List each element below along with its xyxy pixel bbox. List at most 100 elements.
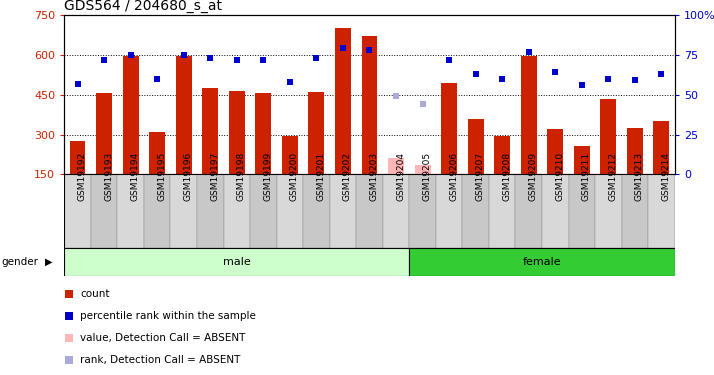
Text: gender: gender xyxy=(1,256,39,267)
Text: GSM19203: GSM19203 xyxy=(370,152,378,201)
Point xyxy=(363,47,376,53)
Text: GSM19214: GSM19214 xyxy=(661,152,670,201)
Point xyxy=(151,76,163,82)
Text: ▶: ▶ xyxy=(45,256,53,267)
Point xyxy=(64,335,75,341)
Text: GSM19200: GSM19200 xyxy=(290,152,299,201)
Bar xyxy=(276,174,303,248)
Text: GSM19211: GSM19211 xyxy=(582,152,590,201)
Text: GSM19206: GSM19206 xyxy=(449,152,458,201)
Bar xyxy=(356,174,383,248)
Point xyxy=(64,313,75,319)
Point xyxy=(629,77,640,83)
Text: GSM19209: GSM19209 xyxy=(529,152,538,201)
Point xyxy=(603,76,614,82)
Text: percentile rank within the sample: percentile rank within the sample xyxy=(81,311,256,321)
Bar xyxy=(335,28,351,174)
Bar xyxy=(64,248,409,276)
Bar xyxy=(627,128,643,174)
Bar xyxy=(123,56,139,174)
Text: GSM19213: GSM19213 xyxy=(635,152,644,201)
Bar xyxy=(415,165,431,174)
Bar xyxy=(149,132,165,174)
Text: GSM19210: GSM19210 xyxy=(555,152,564,201)
Bar xyxy=(282,136,298,174)
Point xyxy=(64,291,75,297)
Bar xyxy=(197,174,223,248)
Point xyxy=(550,69,561,75)
Text: GSM19199: GSM19199 xyxy=(263,152,272,201)
Point xyxy=(496,76,508,82)
Text: GSM19196: GSM19196 xyxy=(183,152,193,201)
Text: GSM19194: GSM19194 xyxy=(131,152,140,201)
Text: GSM19205: GSM19205 xyxy=(423,152,431,201)
Bar xyxy=(361,36,378,174)
Bar xyxy=(383,174,409,248)
Bar xyxy=(202,88,218,174)
Bar xyxy=(117,174,144,248)
Point xyxy=(231,57,243,63)
Point xyxy=(125,52,136,58)
Text: GSM19202: GSM19202 xyxy=(343,152,352,201)
Bar xyxy=(308,92,324,174)
Point xyxy=(178,52,189,58)
Bar xyxy=(228,91,245,174)
Bar xyxy=(96,93,112,174)
Bar xyxy=(303,174,330,248)
Point xyxy=(391,93,402,99)
Bar xyxy=(441,83,457,174)
Text: count: count xyxy=(81,289,110,299)
Bar xyxy=(330,174,356,248)
Bar xyxy=(256,93,271,174)
Bar xyxy=(69,141,86,174)
Bar xyxy=(468,118,483,174)
Bar xyxy=(648,174,675,248)
Bar xyxy=(64,174,91,248)
Text: GSM19195: GSM19195 xyxy=(157,152,166,201)
Bar xyxy=(171,174,197,248)
Point xyxy=(311,55,322,61)
Bar xyxy=(250,174,276,248)
Bar xyxy=(489,174,516,248)
Text: GSM19208: GSM19208 xyxy=(502,152,511,201)
Text: GSM19207: GSM19207 xyxy=(476,152,485,201)
Point xyxy=(655,71,667,77)
Point xyxy=(417,101,428,107)
Bar xyxy=(388,158,404,174)
Text: rank, Detection Call = ABSENT: rank, Detection Call = ABSENT xyxy=(81,355,241,365)
Bar xyxy=(409,174,436,248)
Text: female: female xyxy=(523,256,561,267)
Point xyxy=(470,71,481,77)
Bar xyxy=(548,129,563,174)
Bar xyxy=(494,136,511,174)
Text: GSM19198: GSM19198 xyxy=(237,152,246,201)
Bar xyxy=(595,174,622,248)
Text: GSM19212: GSM19212 xyxy=(608,152,618,201)
Bar xyxy=(600,99,616,174)
Text: GSM19192: GSM19192 xyxy=(78,152,86,201)
Bar xyxy=(516,174,542,248)
Point xyxy=(99,57,110,63)
Bar xyxy=(176,56,191,174)
Bar xyxy=(409,248,675,276)
Point xyxy=(258,57,269,63)
Point xyxy=(284,79,296,85)
Text: GSM19193: GSM19193 xyxy=(104,152,113,201)
Point xyxy=(72,81,84,87)
Text: GSM19201: GSM19201 xyxy=(316,152,326,201)
Bar xyxy=(622,174,648,248)
Text: GSM19197: GSM19197 xyxy=(210,152,219,201)
Bar xyxy=(436,174,463,248)
Point xyxy=(443,57,455,63)
Bar xyxy=(223,174,250,248)
Point xyxy=(523,49,535,55)
Text: value, Detection Call = ABSENT: value, Detection Call = ABSENT xyxy=(81,333,246,343)
Text: male: male xyxy=(223,256,251,267)
Point xyxy=(576,82,588,88)
Text: GSM19204: GSM19204 xyxy=(396,152,405,201)
Point xyxy=(204,55,216,61)
Bar xyxy=(463,174,489,248)
Point xyxy=(64,357,75,363)
Bar xyxy=(542,174,568,248)
Point xyxy=(337,45,348,51)
